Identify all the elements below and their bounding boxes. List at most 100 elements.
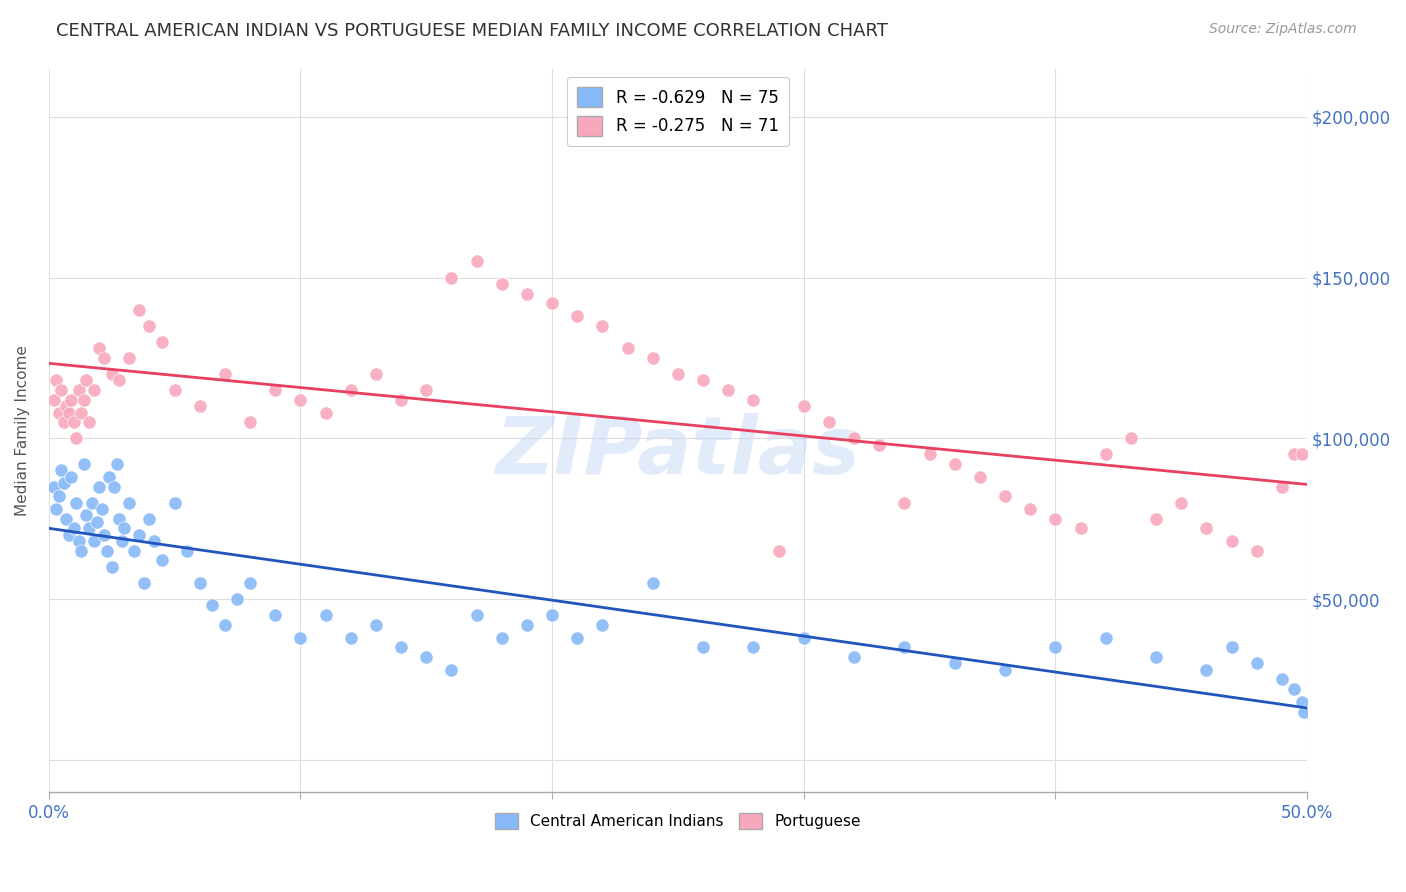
- Point: [1294, 705, 1316, 719]
- Point: [1271, 673, 1294, 687]
- Point: [994, 663, 1017, 677]
- Text: Source: ZipAtlas.com: Source: ZipAtlas.com: [1209, 22, 1357, 37]
- Point: [415, 649, 437, 664]
- Point: [55, 399, 77, 413]
- Point: [60, 470, 83, 484]
- Point: [77, 521, 100, 535]
- Point: [63, 521, 86, 535]
- Point: [67, 534, 90, 549]
- Point: [103, 479, 125, 493]
- Point: [87, 341, 110, 355]
- Point: [63, 415, 86, 429]
- Point: [290, 392, 312, 407]
- Point: [108, 511, 131, 525]
- Point: [893, 640, 915, 655]
- Point: [264, 608, 287, 623]
- Point: [1271, 479, 1294, 493]
- Point: [214, 367, 236, 381]
- Point: [1220, 640, 1243, 655]
- Point: [201, 599, 224, 613]
- Point: [465, 608, 488, 623]
- Point: [163, 383, 186, 397]
- Point: [51, 463, 73, 477]
- Text: ZIPatlas: ZIPatlas: [495, 413, 860, 491]
- Point: [666, 367, 689, 381]
- Point: [264, 383, 287, 397]
- Point: [100, 560, 122, 574]
- Point: [52, 415, 75, 429]
- Point: [1220, 534, 1243, 549]
- Point: [98, 470, 121, 484]
- Point: [42, 392, 65, 407]
- Point: [1094, 447, 1116, 461]
- Point: [692, 373, 714, 387]
- Point: [1045, 640, 1067, 655]
- Point: [80, 495, 103, 509]
- Point: [440, 270, 463, 285]
- Point: [105, 457, 128, 471]
- Point: [842, 649, 865, 664]
- Point: [76, 508, 98, 523]
- Point: [364, 617, 387, 632]
- Point: [42, 479, 65, 493]
- Point: [969, 470, 991, 484]
- Point: [1246, 657, 1268, 671]
- Point: [239, 415, 262, 429]
- Point: [45, 502, 67, 516]
- Point: [86, 515, 108, 529]
- Point: [1119, 431, 1142, 445]
- Point: [76, 373, 98, 387]
- Point: [1195, 521, 1218, 535]
- Point: [364, 367, 387, 381]
- Point: [742, 392, 765, 407]
- Point: [315, 406, 337, 420]
- Point: [83, 383, 105, 397]
- Text: CENTRAL AMERICAN INDIAN VS PORTUGUESE MEDIAN FAMILY INCOME CORRELATION CHART: CENTRAL AMERICAN INDIAN VS PORTUGUESE ME…: [56, 22, 889, 40]
- Point: [1246, 544, 1268, 558]
- Point: [440, 663, 463, 677]
- Point: [111, 534, 134, 549]
- Point: [48, 489, 70, 503]
- Point: [65, 431, 87, 445]
- Point: [93, 351, 115, 365]
- Point: [96, 544, 118, 558]
- Point: [465, 254, 488, 268]
- Point: [60, 392, 83, 407]
- Point: [516, 617, 538, 632]
- Point: [893, 495, 915, 509]
- Point: [51, 383, 73, 397]
- Point: [641, 576, 664, 591]
- Point: [55, 511, 77, 525]
- Point: [73, 457, 96, 471]
- Point: [994, 489, 1017, 503]
- Point: [77, 415, 100, 429]
- Point: [100, 367, 122, 381]
- Point: [717, 383, 740, 397]
- Point: [118, 495, 141, 509]
- Point: [641, 351, 664, 365]
- Point: [73, 392, 96, 407]
- Point: [793, 399, 815, 413]
- Point: [1195, 663, 1218, 677]
- Point: [52, 476, 75, 491]
- Point: [83, 534, 105, 549]
- Point: [108, 373, 131, 387]
- Point: [128, 527, 150, 541]
- Point: [1284, 682, 1306, 697]
- Point: [1284, 447, 1306, 461]
- Point: [290, 631, 312, 645]
- Point: [70, 406, 93, 420]
- Point: [943, 657, 966, 671]
- Point: [491, 277, 513, 291]
- Point: [138, 318, 160, 333]
- Point: [339, 631, 361, 645]
- Point: [516, 286, 538, 301]
- Point: [1291, 695, 1313, 709]
- Point: [591, 318, 613, 333]
- Point: [389, 640, 412, 655]
- Point: [67, 383, 90, 397]
- Point: [87, 479, 110, 493]
- Point: [65, 495, 87, 509]
- Point: [45, 373, 67, 387]
- Legend: Central American Indians, Portuguese: Central American Indians, Portuguese: [489, 806, 866, 835]
